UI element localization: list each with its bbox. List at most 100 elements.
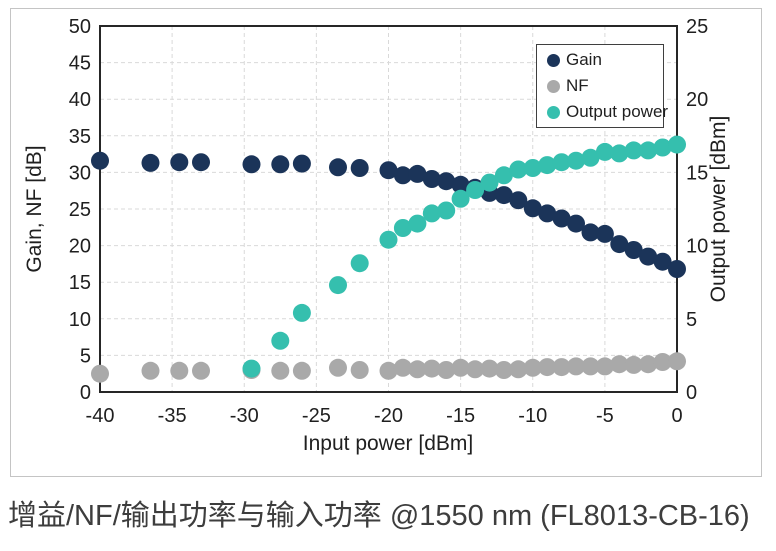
data-point-gain [610, 235, 629, 254]
data-point-gain [350, 159, 369, 177]
data-point-gain [523, 199, 542, 218]
data-point-gain [494, 186, 513, 205]
right-y-tick-label: 25 [686, 16, 708, 38]
data-point-nf [466, 360, 485, 379]
gain-marker-icon [547, 53, 560, 67]
right-y-axis-title: Output power [dBm] [707, 116, 730, 303]
data-point-output-power [624, 141, 643, 160]
chart-plot: Input power [dBm] Gain, NF [dB] Output p… [23, 16, 730, 455]
left-y-tick-label: 25 [69, 199, 91, 221]
data-point-nf [653, 353, 672, 371]
data-point-output-power [329, 276, 347, 295]
left-y-tick-label: 20 [69, 236, 91, 258]
data-point-gain [292, 154, 311, 173]
x-axis-title: Input power [dBm] [303, 432, 473, 455]
data-point-gain [552, 209, 571, 228]
x-tick-label: -30 [230, 405, 259, 427]
data-point-gain [451, 175, 470, 194]
right-y-tick-label: 15 [686, 162, 708, 184]
data-point-output-power [639, 141, 658, 160]
data-point-nf [329, 358, 347, 377]
right-y-tick-label: 5 [686, 309, 697, 331]
data-point-output-power [480, 173, 499, 192]
data-point-gain [141, 153, 160, 172]
left-y-tick-label: 0 [80, 382, 91, 404]
data-point-output-power [408, 214, 427, 233]
data-point-gain [437, 172, 456, 191]
left-y-tick-label: 35 [69, 126, 91, 148]
data-point-output-power [437, 201, 456, 220]
data-point-nf [595, 357, 614, 376]
data-point-nf [624, 355, 643, 374]
figure-caption: 增益/NF/输出功率与输入功率 @1550 nm (FL8013-CB-16) [8, 500, 750, 532]
data-point-output-power [451, 189, 470, 208]
data-point-gain [538, 204, 557, 223]
data-point-output-power [523, 159, 542, 177]
data-point-nf [509, 360, 528, 379]
x-tick-label: -10 [518, 405, 547, 427]
data-point-output-power [653, 138, 672, 157]
data-point-nf [494, 361, 513, 379]
data-point-nf [192, 361, 210, 380]
data-point-output-power [422, 204, 441, 223]
left-y-tick-label: 5 [80, 345, 91, 367]
data-point-nf [552, 358, 571, 377]
data-point-gain [422, 170, 441, 188]
data-point-nf [91, 364, 109, 383]
data-point-nf [451, 358, 470, 377]
data-point-gain [639, 247, 658, 266]
data-point-output-power [581, 148, 600, 167]
data-point-nf [668, 352, 686, 371]
data-point-gain [271, 155, 290, 174]
data-point-output-power [538, 156, 557, 175]
data-point-nf [610, 355, 629, 374]
x-tick-label: -25 [302, 405, 331, 427]
data-point-nf [271, 361, 290, 380]
legend-item-output-power: Output power [547, 99, 668, 125]
data-point-nf [379, 361, 398, 380]
data-point-nf [480, 359, 499, 378]
left-y-tick-label: 15 [69, 272, 91, 294]
data-point-output-power [350, 254, 369, 273]
left-y-tick-label: 45 [69, 53, 91, 75]
left-y-tick-label: 50 [69, 16, 91, 38]
data-point-nf [639, 355, 658, 374]
x-tick-label: -15 [446, 405, 475, 427]
legend-item-gain: Gain [547, 47, 663, 73]
right-y-tick-label: 20 [686, 89, 708, 111]
data-point-output-power [668, 135, 686, 154]
data-point-output-power [552, 153, 571, 172]
right-y-tick-label: 0 [686, 382, 697, 404]
data-point-output-power [466, 181, 485, 199]
data-point-nf [422, 359, 441, 378]
data-point-gain [595, 224, 614, 243]
nf-marker-icon [547, 79, 560, 93]
data-point-gain [329, 158, 347, 177]
data-point-gain [653, 252, 672, 271]
data-point-nf [538, 358, 557, 377]
data-point-nf [437, 361, 456, 379]
data-point-gain [192, 153, 210, 172]
x-tick-label: 0 [671, 405, 682, 427]
x-tick-label: -20 [374, 405, 403, 427]
x-tick-label: -5 [596, 405, 614, 427]
data-point-output-power [610, 144, 629, 163]
data-point-nf [292, 361, 311, 380]
data-point-nf [170, 361, 189, 380]
chart-figure: Input power [dBm] Gain, NF [dB] Output p… [10, 8, 762, 477]
data-point-output-power [271, 331, 290, 350]
data-point-gain [91, 151, 109, 170]
data-point-gain [668, 260, 686, 278]
data-point-gain [567, 214, 585, 233]
left-y-tick-label: 30 [69, 162, 91, 184]
data-point-nf [408, 360, 427, 379]
data-point-nf [581, 357, 600, 376]
data-point-nf [141, 361, 160, 380]
data-point-output-power [379, 230, 398, 249]
data-point-gain [379, 161, 398, 180]
output-power-marker-icon [547, 105, 560, 119]
x-tick-label: -40 [86, 405, 115, 427]
data-point-output-power [509, 160, 528, 179]
left-y-tick-label: 40 [69, 89, 91, 111]
plot-border [99, 25, 678, 393]
